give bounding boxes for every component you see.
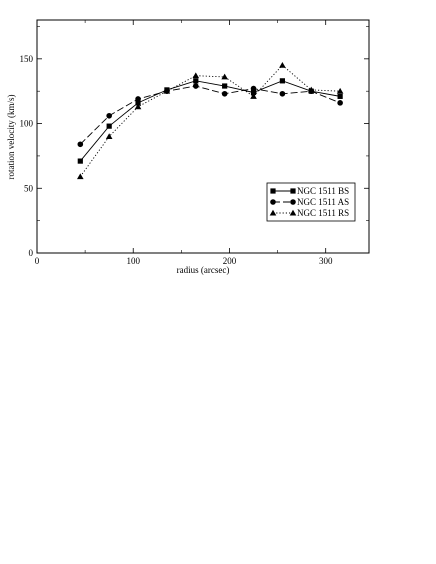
y-tick-label: 100 <box>20 119 34 129</box>
data-point <box>307 86 315 93</box>
data-point <box>250 85 257 92</box>
series-2 <box>77 83 343 148</box>
legend-box <box>266 182 356 222</box>
y-tick-label: 50 <box>24 183 34 193</box>
legend-marker <box>290 199 296 205</box>
data-point <box>279 78 285 84</box>
series-3 <box>77 62 344 180</box>
data-point <box>221 90 228 97</box>
data-point <box>221 73 228 80</box>
x-tick-label: 200 <box>223 256 237 266</box>
legend-entry: NGC 1511 BS <box>270 186 349 196</box>
data-point <box>77 173 84 180</box>
data-point <box>250 93 257 99</box>
data-point <box>250 89 257 96</box>
data-point <box>106 112 112 119</box>
data-point <box>279 62 286 68</box>
data-point <box>192 72 200 79</box>
x-tick-label: 100 <box>126 256 140 266</box>
series-line <box>79 85 341 145</box>
legend-marker <box>270 188 276 194</box>
data-point <box>279 90 286 97</box>
series-1 <box>77 78 343 164</box>
x-axis-label: radius (arcsec) <box>177 265 230 275</box>
data-point <box>337 93 343 99</box>
legend-label: NGC 1511 BS <box>297 186 349 196</box>
data-point <box>77 141 84 148</box>
data-point <box>336 87 344 94</box>
series-layer <box>77 62 344 180</box>
plot-frame <box>36 19 370 254</box>
data-point <box>135 96 141 102</box>
legend-marker <box>290 188 296 194</box>
legend-label: NGC 1511 AS <box>297 197 349 207</box>
data-point <box>135 100 141 106</box>
data-point <box>222 83 228 89</box>
legend-entry: NGC 1511 RS <box>269 208 349 218</box>
x-tick-label: 0 <box>35 256 40 266</box>
axis-ticks <box>36 20 369 254</box>
data-point <box>105 133 113 139</box>
y-axis-label: rotation velocity (km/s) <box>6 95 16 180</box>
series-line <box>79 80 341 162</box>
data-point <box>192 83 199 89</box>
x-tick-label: 300 <box>319 256 333 266</box>
data-point <box>134 103 142 110</box>
data-point <box>163 87 171 94</box>
y-tick-label: 0 <box>29 248 34 258</box>
y-tick-label: 150 <box>20 54 34 64</box>
legend-marker <box>269 209 277 216</box>
data-point <box>77 158 83 164</box>
legend-marker <box>289 209 297 216</box>
data-point <box>193 78 199 84</box>
data-point <box>106 123 112 129</box>
legend-label: NGC 1511 RS <box>297 208 349 218</box>
legend-marker <box>270 199 276 205</box>
data-point <box>337 100 343 106</box>
axis-tick-labels: 0 100 200 300 0 50 100 150 <box>20 54 333 266</box>
legend-entry: NGC 1511 AS <box>270 197 349 207</box>
series-line <box>79 64 341 177</box>
